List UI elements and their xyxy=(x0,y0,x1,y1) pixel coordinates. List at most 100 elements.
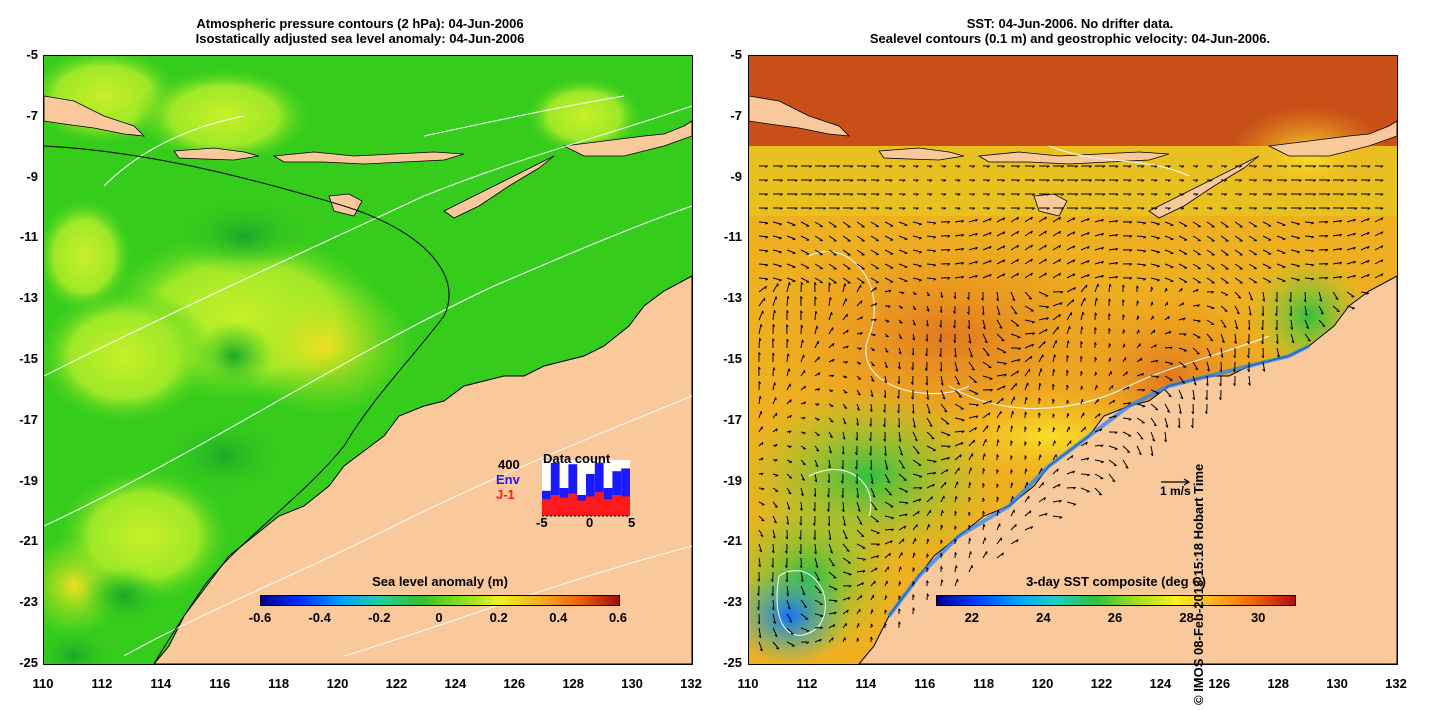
velocity-arrow xyxy=(912,235,922,240)
velocity-arrow xyxy=(1220,263,1229,270)
velocity-arrow xyxy=(954,219,965,223)
velocity-arrow xyxy=(757,571,760,582)
velocity-arrow xyxy=(1150,329,1156,335)
velocity-arrow xyxy=(926,291,931,297)
velocity-arrow xyxy=(982,375,993,380)
j1-bar xyxy=(621,496,630,516)
inset-j1-label: J-1 xyxy=(496,487,515,502)
velocity-arrow xyxy=(842,345,849,349)
velocity-arrow xyxy=(758,235,769,239)
velocity-arrow xyxy=(1276,249,1286,255)
velocity-arrow xyxy=(983,207,990,210)
right-lon-tick-2: 114 xyxy=(855,676,877,691)
velocity-arrow xyxy=(773,207,783,210)
velocity-arrow xyxy=(996,410,1002,419)
velocity-arrow xyxy=(1038,341,1046,349)
velocity-arrow xyxy=(841,487,844,498)
velocity-arrow xyxy=(1080,284,1088,293)
velocity-arrow xyxy=(1360,259,1370,265)
velocity-arrow xyxy=(869,417,872,427)
velocity-arrow xyxy=(842,298,848,307)
velocity-arrow xyxy=(1094,283,1100,293)
velocity-arrow xyxy=(940,445,951,449)
velocity-arrow xyxy=(1095,193,1106,196)
velocity-arrow xyxy=(1178,347,1187,352)
velocity-arrow xyxy=(772,515,777,524)
velocity-arrow xyxy=(940,566,943,573)
velocity-arrow xyxy=(1205,389,1208,401)
velocity-arrow xyxy=(1248,277,1258,284)
velocity-arrow xyxy=(1150,344,1157,349)
velocity-arrow xyxy=(926,277,937,281)
velocity-arrow xyxy=(926,249,937,253)
velocity-arrow xyxy=(772,235,782,240)
left-lat-tick-8: -21 xyxy=(19,533,38,549)
velocity-arrow xyxy=(1024,510,1032,517)
velocity-arrow xyxy=(1277,207,1288,210)
velocity-arrow xyxy=(966,291,970,300)
velocity-arrow xyxy=(1010,523,1017,531)
velocity-arrow xyxy=(870,580,876,587)
sla-tick-1: -0.4 xyxy=(308,610,331,625)
velocity-arrow xyxy=(996,537,1002,545)
velocity-arrow xyxy=(927,165,933,168)
velocity-arrow xyxy=(1192,221,1201,228)
velocity-arrow xyxy=(912,473,923,478)
velocity-arrow xyxy=(800,310,803,321)
velocity-arrow xyxy=(841,501,845,513)
inset-env-label: Env xyxy=(496,472,520,487)
velocity-arrow xyxy=(870,286,877,293)
velocity-arrow xyxy=(786,309,789,321)
velocity-arrow xyxy=(1025,207,1035,210)
velocity-arrow xyxy=(857,179,867,182)
velocity-arrow xyxy=(758,395,762,405)
j1-bar xyxy=(577,500,586,516)
velocity-arrow xyxy=(941,193,947,196)
velocity-arrow xyxy=(1052,440,1056,447)
velocity-arrow xyxy=(1081,179,1092,182)
velocity-arrow xyxy=(1052,468,1059,475)
velocity-arrow xyxy=(1067,179,1079,182)
velocity-arrow xyxy=(896,403,900,414)
velocity-arrow xyxy=(1067,165,1079,168)
velocity-arrow xyxy=(1332,219,1343,223)
velocity-arrow xyxy=(842,277,851,284)
velocity-arrow xyxy=(814,310,818,321)
velocity-arrow xyxy=(841,445,845,455)
velocity-arrow xyxy=(1108,431,1118,434)
left-title-line1: Atmospheric pressure contours (2 hPa): 0… xyxy=(196,16,524,31)
velocity-arrow xyxy=(1304,221,1315,225)
velocity-arrow xyxy=(1151,193,1158,196)
velocity-arrow xyxy=(870,636,873,643)
velocity-arrow xyxy=(1066,231,1076,237)
velocity-arrow xyxy=(1164,221,1174,227)
velocity-arrow xyxy=(954,361,959,372)
velocity-arrow xyxy=(1038,467,1043,475)
velocity-arrow xyxy=(772,487,779,492)
velocity-arrow xyxy=(1305,165,1317,168)
velocity-arrow xyxy=(1290,277,1300,282)
velocity-arrow xyxy=(1206,249,1215,256)
velocity-arrow xyxy=(1024,355,1033,363)
left-lat-tick-10: -25 xyxy=(19,655,38,670)
velocity-arrow xyxy=(1123,179,1132,182)
velocity-arrow xyxy=(1066,440,1072,447)
velocity-arrow xyxy=(1318,305,1324,315)
velocity-arrow xyxy=(1178,287,1183,293)
velocity-arrow xyxy=(1122,221,1133,224)
left-lat-tick-3: -11 xyxy=(19,229,38,245)
velocity-arrow xyxy=(899,193,906,196)
velocity-arrow xyxy=(1375,207,1384,210)
velocity-arrow xyxy=(772,263,782,268)
velocity-arrow xyxy=(996,469,999,475)
velocity-arrow xyxy=(1024,426,1027,433)
velocity-arrow xyxy=(801,193,813,196)
velocity-arrow xyxy=(772,323,776,335)
velocity-arrow xyxy=(772,309,776,321)
velocity-arrow xyxy=(1066,354,1070,363)
velocity-arrow xyxy=(1038,354,1044,363)
velocity-arrow xyxy=(1066,501,1077,506)
velocity-arrow xyxy=(912,319,916,326)
velocity-arrow xyxy=(1193,179,1199,182)
velocity-arrow xyxy=(1066,273,1076,279)
